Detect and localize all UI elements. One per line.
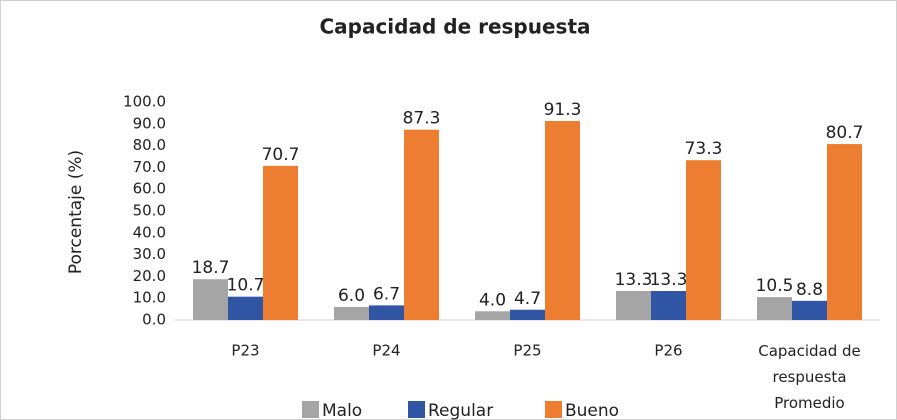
data-label: 4.0: [479, 290, 506, 310]
data-label: 10.7: [227, 276, 265, 296]
data-label: 91.3: [544, 100, 582, 120]
legend-label: Regular: [428, 401, 493, 420]
data-label: 10.5: [756, 276, 794, 296]
legend-swatch: [302, 401, 319, 418]
legend-label: Malo: [322, 401, 362, 420]
data-label: 73.3: [685, 139, 723, 159]
bar: [193, 279, 228, 320]
y-tick-label: 0.0: [142, 311, 166, 329]
bar: [757, 297, 792, 320]
y-tick-label: 30.0: [133, 245, 166, 263]
data-label: 70.7: [262, 145, 300, 165]
data-label: 4.7: [514, 289, 541, 309]
x-tick-label: P26: [654, 342, 682, 360]
data-label: 87.3: [403, 109, 441, 129]
bar: [404, 129, 439, 320]
data-label: 13.3: [650, 270, 688, 290]
bar: [475, 311, 510, 320]
data-label: 6.7: [373, 284, 400, 304]
legend-swatch: [545, 401, 562, 418]
y-tick-label: 20.0: [133, 267, 166, 285]
data-label: 8.8: [796, 280, 823, 300]
y-tick-label: 50.0: [133, 202, 166, 220]
data-label: 80.7: [826, 123, 864, 143]
data-label: 18.7: [192, 258, 230, 278]
x-tick-label: P24: [372, 342, 400, 360]
bar: [263, 165, 298, 320]
x-tick-label: Capacidad de respuesta Promedio: [758, 342, 861, 412]
y-tick-label: 10.0: [133, 289, 166, 307]
x-tick-label: P23: [231, 342, 259, 360]
bar: [616, 291, 651, 320]
bar: [545, 120, 580, 320]
bar: [334, 306, 369, 320]
bar: [792, 300, 827, 320]
bar: [827, 144, 862, 320]
y-tick-label: 90.0: [133, 114, 166, 132]
bar: [510, 309, 545, 320]
y-tick-label: 40.0: [133, 223, 166, 241]
chart-title: Capacidad de respuesta: [319, 15, 590, 39]
legend-swatch: [408, 401, 425, 418]
x-tick-label: P25: [513, 342, 541, 360]
y-tick-label: 70.0: [133, 158, 166, 176]
legend-label: Bueno: [565, 401, 619, 420]
y-tick-label: 100.0: [123, 93, 166, 111]
bar: [651, 291, 686, 320]
y-tick-label: 80.0: [133, 136, 166, 154]
bar: [369, 305, 404, 320]
y-tick-label: 60.0: [133, 180, 166, 198]
bar: [686, 160, 721, 320]
bar: [228, 296, 263, 320]
y-axis-label: Porcentaje (%): [66, 150, 86, 274]
data-label: 13.3: [615, 270, 653, 290]
data-label: 6.0: [338, 286, 365, 306]
